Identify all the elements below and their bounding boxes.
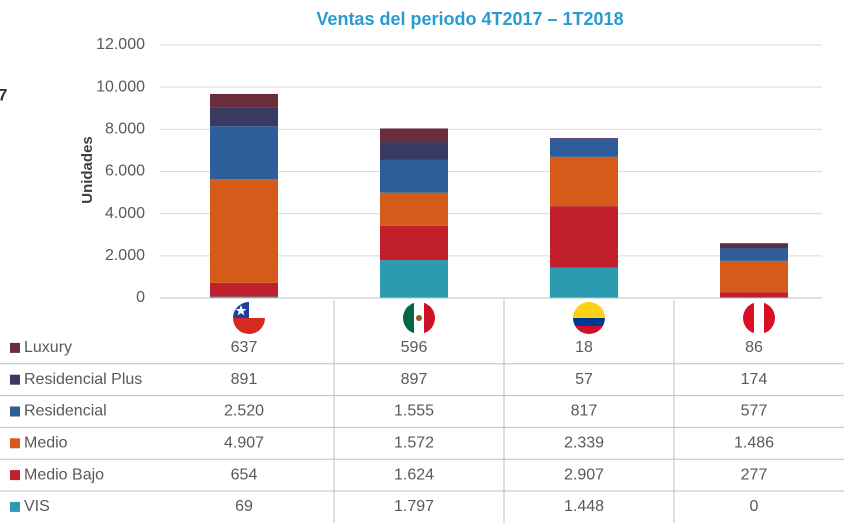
- y-tick-label: 4.000: [105, 205, 145, 222]
- y-tick-label: 0: [136, 289, 145, 306]
- legend-swatch: [10, 438, 20, 449]
- legend-label: Medio: [24, 435, 68, 452]
- flag-mexico: [403, 302, 435, 334]
- value-label: 18: [575, 339, 593, 356]
- value-label: 174: [741, 371, 768, 388]
- value-label: 577: [741, 403, 768, 420]
- value-label: 1.555: [394, 403, 434, 420]
- value-label: 637: [231, 339, 258, 356]
- bar-segment: [550, 138, 618, 140]
- value-label: 2.907: [564, 466, 604, 483]
- value-label: 2.339: [564, 435, 604, 452]
- y-axis-label: Unidades: [79, 136, 96, 204]
- flag-chile: [233, 302, 265, 334]
- value-label: 596: [401, 339, 428, 356]
- bar-segment: [210, 282, 278, 297]
- value-label: 654: [231, 466, 258, 483]
- value-label: 0: [750, 498, 759, 515]
- value-label: 1.572: [394, 435, 434, 452]
- legend-label: Residencial Plus: [24, 371, 142, 388]
- bar-segment: [720, 243, 788, 245]
- bar-segment: [380, 128, 448, 142]
- bar-segment: [210, 296, 278, 298]
- legend-swatch: [10, 470, 20, 481]
- y-tick-label: 8.000: [105, 121, 145, 138]
- value-label: 1.486: [734, 435, 774, 452]
- chart-title: Ventas del periodo 4T2017 – 1T2018: [316, 9, 623, 29]
- bar-segment: [380, 159, 448, 193]
- value-label: 1.797: [394, 498, 434, 515]
- legend-label: VIS: [24, 498, 50, 515]
- bar-segment: [210, 179, 278, 283]
- value-label: 86: [745, 339, 763, 356]
- legend-swatch: [10, 406, 20, 417]
- value-label: 69: [235, 498, 253, 515]
- flag-peru: [743, 302, 775, 334]
- legend-swatch: [10, 374, 20, 385]
- bar-segment: [380, 260, 448, 298]
- value-label: 4.907: [224, 435, 264, 452]
- value-label: 57: [575, 371, 593, 388]
- bar-segment: [210, 93, 278, 108]
- annotation: 7: [0, 85, 7, 104]
- bar-segment: [720, 244, 788, 249]
- bar-segment: [380, 225, 448, 261]
- y-tick-label: 6.000: [105, 163, 145, 180]
- bar-segment: [380, 141, 448, 160]
- bar-segment: [550, 139, 618, 157]
- bar-segment: [720, 248, 788, 261]
- bar-segment: [550, 267, 618, 298]
- legend-label: Luxury: [24, 339, 72, 356]
- flag-colombia: [573, 302, 605, 334]
- value-label: 817: [571, 403, 598, 420]
- legend-swatch: [10, 342, 20, 353]
- value-label: 891: [231, 371, 258, 388]
- bar-segment: [720, 292, 788, 298]
- bar-segment: [550, 156, 618, 207]
- bar-segment: [210, 126, 278, 180]
- value-label: 277: [741, 466, 768, 483]
- legend-label: Residencial: [24, 403, 107, 420]
- value-label: 1.624: [394, 466, 434, 483]
- y-tick-label: 2.000: [105, 247, 145, 264]
- value-label: 897: [401, 371, 428, 388]
- bar-segment: [720, 260, 788, 293]
- bar-segment: [210, 107, 278, 127]
- bar-segment: [380, 192, 448, 226]
- y-tick-label: 10.000: [96, 78, 145, 95]
- legend-swatch: [10, 501, 20, 512]
- legend-label: Medio Bajo: [24, 466, 104, 483]
- y-tick-label: 12.000: [96, 36, 145, 53]
- value-label: 2.520: [224, 403, 264, 420]
- value-label: 1.448: [564, 498, 604, 515]
- bar-segment: [550, 206, 618, 268]
- flags: [233, 302, 775, 334]
